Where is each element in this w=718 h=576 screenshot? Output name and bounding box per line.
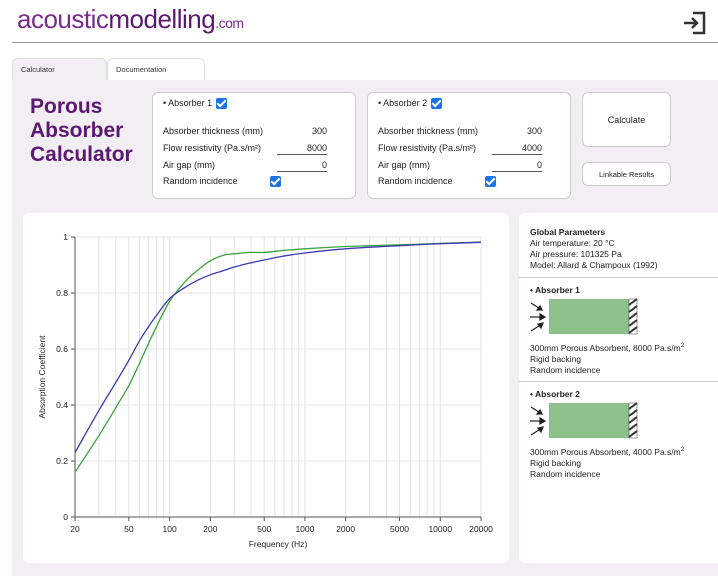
- y-tick-label: 0.4: [56, 400, 68, 410]
- logo[interactable]: acousticmodelling.com: [17, 4, 244, 35]
- y-axis-label: Absorption Coefficient: [37, 335, 47, 419]
- absorber-2-material: [549, 403, 629, 438]
- absorber-1-flow-input[interactable]: 8000: [277, 142, 327, 155]
- x-tick-label: 500: [257, 524, 271, 534]
- x-axis-label: Frequency (Hz): [249, 539, 308, 549]
- tab-calculator[interactable]: Calculator: [12, 58, 107, 80]
- logo-part-acoustic: acoustic: [17, 4, 109, 34]
- tab-documentation-label: Documentation: [116, 65, 167, 74]
- absorber-1-header: • Absorber 1: [163, 98, 228, 110]
- absorber-2-incidence-label: Random incidence: [378, 176, 453, 186]
- title-line-3: Calculator: [30, 143, 133, 166]
- absorber-1-description: 300mm Porous Absorbent, 8000 Pa.s/m: [530, 342, 681, 353]
- absorber-1-title: • Absorber 1: [163, 98, 213, 108]
- absorber-2-summary-title: • Absorber 2: [530, 389, 580, 400]
- absorber-2-title: • Absorber 2: [378, 98, 428, 108]
- global-parameters-title: Global Parameters: [530, 227, 606, 237]
- info-panel: Global Parameters Air temperature: 20 °C…: [519, 213, 718, 563]
- page-title: Porous Absorber Calculator: [30, 95, 133, 167]
- series-line-absorber-2: [74, 241, 482, 453]
- absorber-1-airgap-label: Air gap (mm): [163, 160, 216, 170]
- absorber-2-backing: Rigid backing: [530, 457, 582, 468]
- chart-card: 0 0.2 0.4 0.6 0.8 1 20 50 100 200 500 1000 2000 5000 1…: [23, 213, 509, 563]
- y-tick-label: 0.6: [56, 344, 68, 354]
- header: acousticmodelling.com: [0, 0, 718, 44]
- absorber-1-enable-checkbox[interactable]: [216, 98, 228, 110]
- logo-part-modelling: modelling: [108, 4, 216, 34]
- absorber-1-incidence: Random incidence: [530, 364, 601, 375]
- x-tick-label: 5000: [390, 524, 409, 534]
- absorber-2-flow-label: Flow resistivity (Pa.s/m²): [378, 143, 477, 153]
- absorber-2-incidence: Random incidence: [530, 468, 601, 479]
- x-tick-label: 2000: [336, 524, 355, 534]
- y-tick-label: 0.8: [56, 288, 68, 298]
- absorber-2-diagram: [530, 402, 638, 439]
- incidence-arrows-icon: [530, 302, 547, 332]
- absorber-1-incidence-checkbox[interactable]: [270, 176, 281, 187]
- absorber-2-thickness-input[interactable]: 300: [526, 126, 542, 136]
- title-line-2: Absorber: [30, 119, 124, 142]
- absorber-1-summary: 300mm Porous Absorbent, 8000 Pa.s/m2 Rig…: [530, 341, 684, 376]
- x-tick-label: 200: [203, 524, 217, 534]
- linkable-results-button[interactable]: Linkable Results: [582, 162, 671, 186]
- absorber-2-airgap-input[interactable]: 0: [492, 159, 542, 172]
- absorber-2-header: • Absorber 2: [378, 98, 443, 110]
- info-divider-2: [519, 381, 718, 382]
- absorber-1-thickness-label: Absorber thickness (mm): [163, 126, 264, 136]
- series-line-absorber-1: [74, 241, 482, 473]
- absorber-1-incidence-label: Random incidence: [163, 176, 238, 186]
- absorber-2-flow-input[interactable]: 4000: [492, 142, 542, 155]
- calculate-button[interactable]: Calculate: [582, 92, 671, 147]
- model-name: Model: Allard & Champoux (1992): [530, 260, 658, 270]
- x-tick-label: 100: [163, 524, 177, 534]
- tab-documentation[interactable]: Documentation: [107, 58, 205, 80]
- y-tick-label: 1: [63, 232, 68, 242]
- logo-part-com: .com: [215, 15, 244, 31]
- incidence-arrows-icon: [530, 406, 547, 436]
- logout-icon[interactable]: [681, 10, 707, 36]
- absorber-1-flow-label: Flow resistivity (Pa.s/m²): [163, 143, 262, 153]
- absorber-2-description: 300mm Porous Absorbent, 4000 Pa.s/m: [530, 446, 681, 457]
- global-parameters: Global Parameters Air temperature: 20 °C…: [530, 227, 658, 271]
- air-pressure: Air pressure: 101325 Pa: [530, 249, 622, 259]
- absorption-chart: 0 0.2 0.4 0.6 0.8 1 20 50 100 200 500 1000 2000 5000 1…: [37, 232, 493, 549]
- absorber-1-summary-title: • Absorber 1: [530, 285, 580, 296]
- absorber-2-incidence-checkbox[interactable]: [485, 176, 496, 187]
- y-tick-label: 0.2: [56, 456, 68, 466]
- absorber-1-summary-title-text: • Absorber 1: [530, 285, 580, 295]
- x-tick-label: 1000: [295, 524, 314, 534]
- absorber-1-description-superscript: 2: [680, 343, 685, 349]
- title-line-1: Porous: [30, 95, 103, 118]
- x-tick-label: 20000: [469, 524, 493, 534]
- x-tick-label: 10000: [428, 524, 452, 534]
- x-tick-label: 50: [124, 524, 134, 534]
- absorber-2-enable-checkbox[interactable]: [431, 98, 443, 110]
- absorber-2-thickness-label: Absorber thickness (mm): [378, 126, 479, 136]
- info-divider-1: [519, 277, 718, 278]
- y-tick-label: 0: [63, 512, 68, 522]
- x-tick-label: 20: [70, 524, 80, 534]
- air-temperature: Air temperature: 20 °C: [530, 238, 615, 248]
- header-divider: [12, 42, 718, 43]
- absorber-1-material: [549, 299, 629, 334]
- absorber-2-card: • Absorber 2 Absorber thickness (mm) 300…: [367, 92, 571, 199]
- absorber-2-airgap-label: Air gap (mm): [378, 160, 431, 170]
- absorber-1-diagram: [530, 298, 638, 335]
- absorber-2-summary-title-text: • Absorber 2: [530, 389, 580, 399]
- absorber-1-airgap-input[interactable]: 0: [277, 159, 327, 172]
- absorber-1-thickness-input[interactable]: 300: [311, 126, 327, 136]
- absorber-2-description-superscript: 2: [680, 447, 685, 453]
- absorber-2-summary: 300mm Porous Absorbent, 4000 Pa.s/m2 Rig…: [530, 445, 684, 480]
- tab-calculator-label: Calculator: [21, 65, 55, 74]
- absorber-1-card: • Absorber 1 Absorber thickness (mm) 300…: [152, 92, 356, 199]
- absorber-1-backing: Rigid backing: [530, 353, 582, 364]
